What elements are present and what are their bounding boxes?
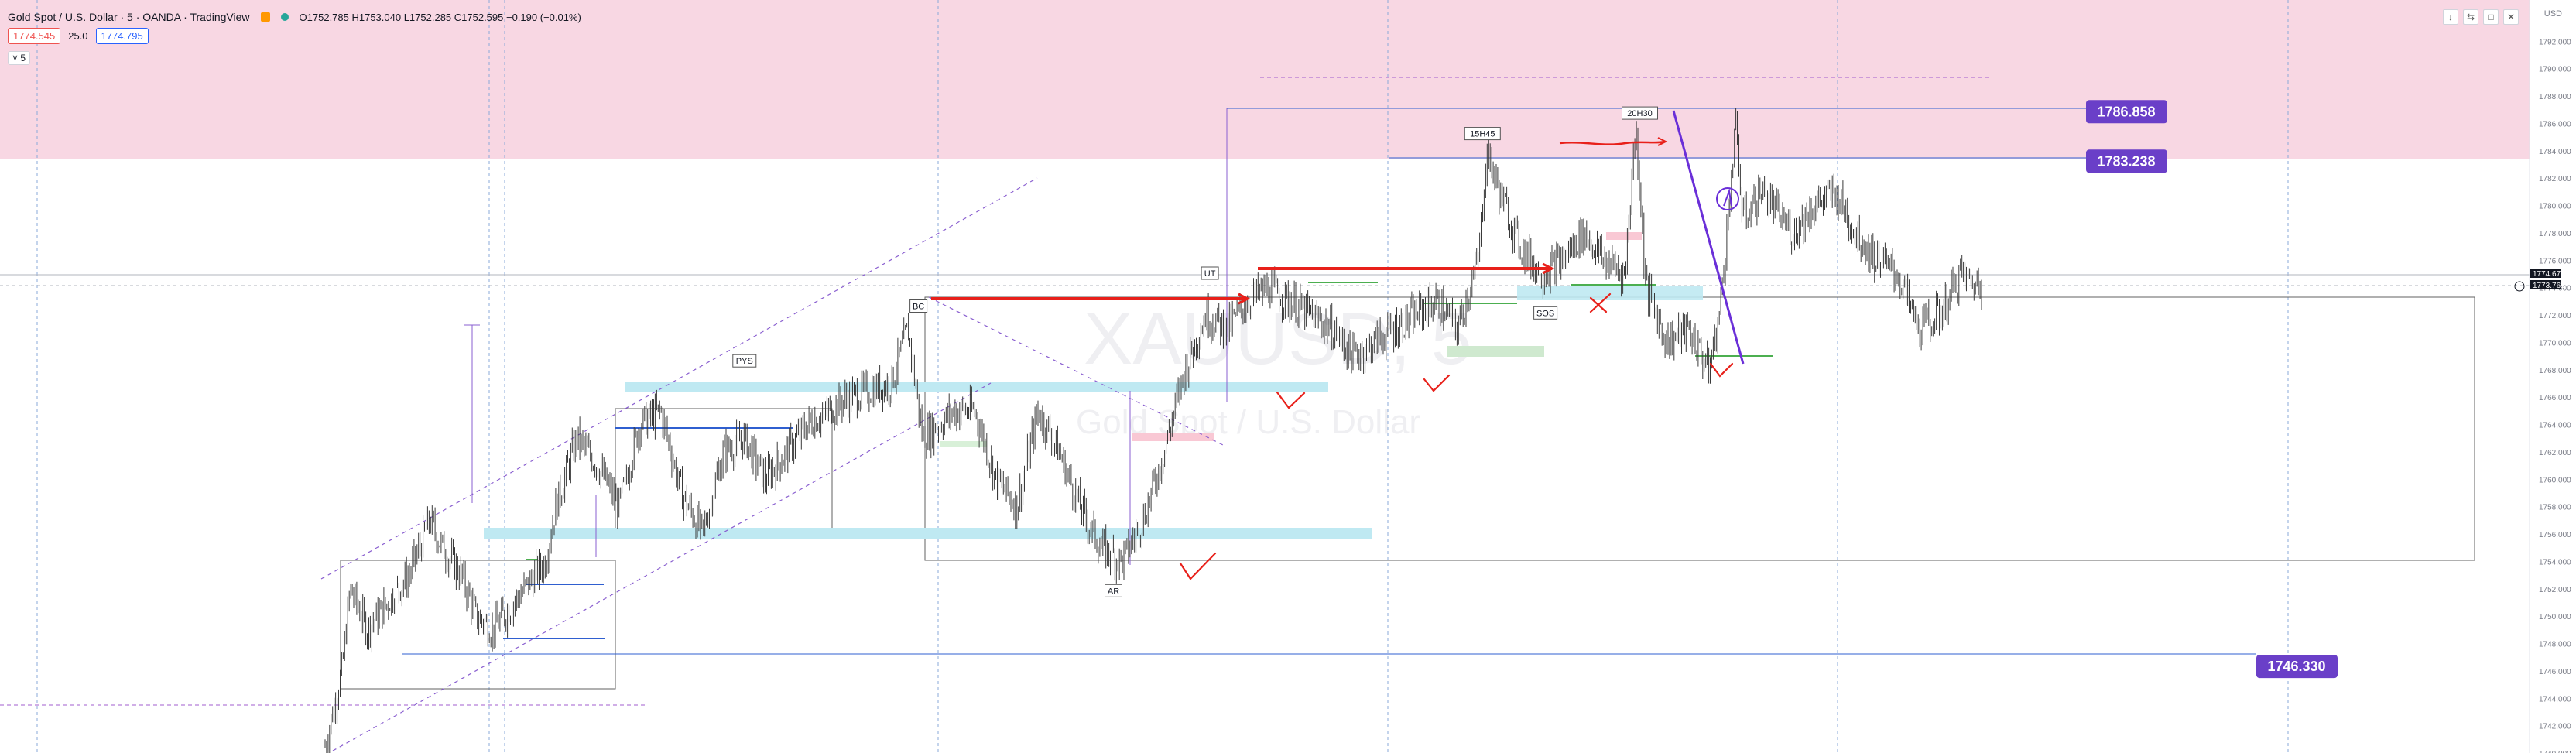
price-tick-label: 1778.000 bbox=[2539, 230, 2571, 238]
check-marks bbox=[1179, 293, 1734, 580]
expand-icon[interactable]: ⇆ bbox=[2463, 9, 2478, 25]
price-tick-label: 1742.000 bbox=[2539, 723, 2571, 731]
annotation-text: UT bbox=[1204, 269, 1216, 279]
annotation-text: 20H30 bbox=[1627, 109, 1652, 118]
price-tick-label: 1756.000 bbox=[2539, 531, 2571, 539]
supply-zone bbox=[0, 0, 2530, 159]
annotation-box bbox=[909, 299, 928, 313]
price-level-label: 1786.858 bbox=[2097, 104, 2155, 119]
price-level-boxes[interactable]: 1786.858 1783.238 1746.330 bbox=[2086, 100, 2338, 679]
price-tick-label: 1750.000 bbox=[2539, 613, 2571, 621]
trade-panel: 1774.545 25.0 1774.795 bbox=[8, 28, 149, 44]
interval-toggle-value: 5 bbox=[20, 53, 26, 63]
price-tick-label: 1792.000 bbox=[2539, 38, 2571, 46]
price-tick-label: 1772.000 bbox=[2539, 312, 2571, 320]
price-level-box[interactable] bbox=[2086, 149, 2167, 173]
small-zones bbox=[940, 232, 1642, 447]
price-level-label: 1783.238 bbox=[2097, 153, 2155, 169]
price-tick-label: 1784.000 bbox=[2539, 148, 2571, 156]
interval-toggle[interactable]: ˅ 5 bbox=[8, 51, 31, 65]
annotation-labels: PYS BC UT 15H45 20H30 SOS AR bbox=[732, 106, 1658, 597]
price-tick-label: 1744.000 bbox=[2539, 695, 2571, 703]
symbol-title[interactable]: Gold Spot / U.S. Dollar · 5 · OANDA · Tr… bbox=[8, 11, 250, 23]
current-price-labels: 1774.670 1773.761 bbox=[2514, 269, 2565, 292]
price-tick-label: 1758.000 bbox=[2539, 504, 2571, 512]
annotation-text: PYS bbox=[736, 357, 753, 366]
price-tick-label: 1746.000 bbox=[2539, 668, 2571, 676]
annotation-box bbox=[1622, 106, 1658, 120]
flag-icon[interactable] bbox=[260, 12, 270, 22]
price-tick-label: 1780.000 bbox=[2539, 203, 2571, 211]
price-axis[interactable]: 1792.000 1790.000 1788.000 1786.000 1784.000… bbox=[2529, 0, 2576, 753]
measure-lines bbox=[464, 108, 1228, 565]
annotation-box bbox=[732, 354, 757, 368]
red-arrows bbox=[931, 137, 1668, 305]
price-tick-label: 1754.000 bbox=[2539, 558, 2571, 566]
price-tick-label: 1748.000 bbox=[2539, 641, 2571, 649]
annotation-text: BC bbox=[913, 303, 924, 312]
close-icon[interactable]: ✕ bbox=[2503, 9, 2519, 25]
price-tick-label: 1768.000 bbox=[2539, 367, 2571, 375]
svg-text:1773.761: 1773.761 bbox=[2533, 282, 2565, 290]
price-tick-label: 1762.000 bbox=[2539, 449, 2571, 457]
price-level-box[interactable] bbox=[2086, 100, 2167, 124]
svg-text:1774.670: 1774.670 bbox=[2533, 270, 2565, 279]
down-arrow-icon[interactable]: ↓ bbox=[2443, 9, 2458, 25]
price-tick-label: 1740.000 bbox=[2539, 750, 2571, 753]
spread-value: 25.0 bbox=[68, 30, 88, 42]
window-controls: ↓ ⇆ □ ✕ bbox=[2443, 9, 2519, 25]
blue-levels bbox=[402, 108, 2256, 655]
annotation-box bbox=[1201, 266, 1219, 280]
price-tick-label: 1764.000 bbox=[2539, 422, 2571, 430]
price-tick-label: 1786.000 bbox=[2539, 121, 2571, 129]
axis-currency: USD bbox=[2543, 9, 2562, 19]
chart-header: Gold Spot / U.S. Dollar · 5 · OANDA · Tr… bbox=[8, 9, 581, 25]
annotation-text: 15H45 bbox=[1470, 130, 1495, 139]
buy-price-button[interactable]: 1774.795 bbox=[95, 28, 149, 44]
market-status-icon bbox=[280, 13, 289, 21]
ohlc-values: O1752.785 H1753.040 L1752.285 C1752.595 … bbox=[299, 11, 581, 23]
price-tick-label: 1788.000 bbox=[2539, 93, 2571, 101]
price-tick-label: 1752.000 bbox=[2539, 586, 2571, 594]
ascending-channel bbox=[320, 177, 1224, 751]
candlesticks bbox=[324, 108, 1982, 753]
annotation-text: AR bbox=[1108, 587, 1119, 596]
horizontal-dashed-lines bbox=[0, 77, 2530, 706]
purple-trend bbox=[1672, 110, 1745, 365]
price-tick-label: 1770.000 bbox=[2539, 339, 2571, 347]
price-tick-label: 1766.000 bbox=[2539, 394, 2571, 402]
price-tick-label: 1776.000 bbox=[2539, 257, 2571, 265]
sell-price-button[interactable]: 1774.545 bbox=[8, 28, 61, 44]
price-tick-label: 1790.000 bbox=[2539, 66, 2571, 74]
annotation-text: SOS bbox=[1536, 309, 1554, 318]
annotation-box bbox=[1464, 127, 1501, 141]
price-level-box[interactable] bbox=[2256, 655, 2338, 679]
price-level-label: 1746.330 bbox=[2267, 659, 2325, 674]
price-axis-background bbox=[2530, 0, 2576, 753]
cyan-zones bbox=[484, 286, 1703, 539]
annotation-box bbox=[1533, 306, 1558, 320]
annotation-box bbox=[1105, 584, 1122, 597]
price-tick-label: 1782.000 bbox=[2539, 175, 2571, 183]
watermark-name: Gold Spot / U.S. Dollar bbox=[1076, 403, 1420, 441]
session-separators bbox=[36, 0, 2289, 753]
price-tick-label: 1760.000 bbox=[2539, 476, 2571, 484]
maximize-icon[interactable]: □ bbox=[2483, 9, 2499, 25]
